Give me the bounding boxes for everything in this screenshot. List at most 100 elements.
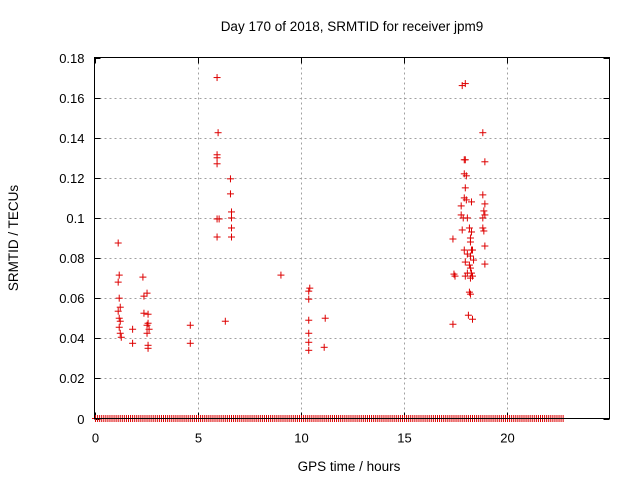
data-point <box>117 333 125 341</box>
data-point <box>227 224 235 232</box>
data-point <box>466 290 474 298</box>
data-point <box>143 321 151 329</box>
data-point <box>114 239 122 247</box>
data-point <box>213 160 221 168</box>
data-point <box>481 200 489 208</box>
data-point <box>470 256 478 264</box>
y-tick-label: 0.16 <box>59 91 84 106</box>
data-point <box>321 314 329 322</box>
data-point <box>129 339 137 347</box>
data-point <box>461 80 469 88</box>
data-point <box>457 202 465 210</box>
data-point <box>226 190 234 198</box>
data-point <box>139 273 147 281</box>
data-point <box>480 207 488 215</box>
data-point <box>461 258 469 266</box>
data-point <box>116 317 124 325</box>
data-point <box>213 154 221 162</box>
data-point <box>449 235 457 243</box>
y-tick-label: 0.14 <box>59 131 84 146</box>
data-point <box>461 156 469 164</box>
data-point <box>129 325 137 333</box>
data-point <box>116 303 124 311</box>
data-point <box>114 278 122 286</box>
data-point <box>145 325 153 333</box>
data-points <box>114 74 489 354</box>
data-point <box>463 214 471 222</box>
data-point <box>305 295 313 303</box>
x-axis-label: GPS time / hours <box>298 459 401 474</box>
data-point <box>467 228 475 236</box>
data-point <box>469 315 477 323</box>
data-point <box>462 196 470 204</box>
y-tick-label: 0.06 <box>59 291 84 306</box>
data-point <box>464 311 472 319</box>
y-tick-label: 0.08 <box>59 251 84 266</box>
data-point <box>460 246 468 254</box>
y-tick-label: 0.12 <box>59 171 84 186</box>
data-point <box>305 329 313 337</box>
y-tick-label: 0.1 <box>66 211 84 226</box>
y-tick-label: 0.02 <box>59 371 84 386</box>
y-tick-label: 0.18 <box>59 51 84 66</box>
data-point <box>186 321 194 329</box>
data-point <box>114 307 122 315</box>
data-point <box>466 274 474 282</box>
data-point <box>461 184 469 192</box>
data-point <box>213 233 221 241</box>
data-point <box>305 316 313 324</box>
data-point <box>467 198 475 206</box>
data-point <box>466 252 474 260</box>
data-point <box>277 271 285 279</box>
data-point <box>458 226 466 234</box>
data-point <box>305 346 313 354</box>
data-point <box>451 272 459 280</box>
data-point <box>140 292 148 300</box>
data-point <box>462 172 470 180</box>
data-point <box>227 208 235 216</box>
data-point <box>226 175 234 183</box>
data-point <box>221 317 229 325</box>
data-point <box>449 320 457 328</box>
data-point <box>479 191 487 199</box>
chart-title: Day 170 of 2018, SRMTID for receiver jpm… <box>221 19 484 34</box>
data-point <box>305 338 313 346</box>
data-point <box>479 129 487 137</box>
data-point <box>481 242 489 250</box>
y-axis-label: SRMTID / TECUs <box>6 185 21 292</box>
data-point <box>186 339 194 347</box>
y-tick-label: 0.04 <box>59 331 84 346</box>
grid <box>94 57 610 419</box>
x-tick-label: 15 <box>397 431 411 446</box>
data-point <box>213 74 221 82</box>
x-tick-label: 0 <box>92 431 99 446</box>
data-point <box>461 272 469 280</box>
data-point <box>320 343 328 351</box>
data-point <box>466 238 474 246</box>
data-point <box>479 224 487 232</box>
data-point <box>305 287 313 295</box>
data-point <box>116 329 124 337</box>
data-point <box>481 158 489 166</box>
data-point <box>143 289 151 297</box>
data-point <box>465 261 473 269</box>
data-point <box>144 310 152 318</box>
data-point <box>115 314 123 322</box>
plot-frame <box>94 57 610 419</box>
data-point <box>115 294 123 302</box>
data-point <box>215 215 223 223</box>
data-point <box>144 344 152 352</box>
x-tick-label: 10 <box>294 431 308 446</box>
data-point <box>214 129 222 137</box>
data-point <box>465 224 473 232</box>
data-point <box>143 329 151 337</box>
axes: 0 0.02 0.04 0.06 0.08 0.1 0.12 0.14 0.16 0.18 0 5 10… <box>59 51 610 446</box>
data-point <box>481 260 489 268</box>
data-point <box>227 214 235 222</box>
data-point <box>306 284 314 292</box>
data-point <box>227 233 235 241</box>
y-tick-label: 0 <box>77 412 84 427</box>
data-point <box>140 309 148 317</box>
data-point <box>115 323 123 331</box>
